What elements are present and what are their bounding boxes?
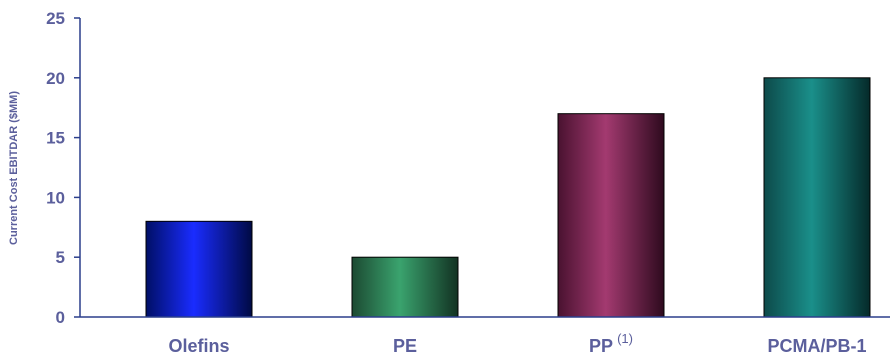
y-axis-title: Current Cost EBITDAR ($MM) (8, 91, 20, 245)
footnote-marker: (1) (617, 331, 633, 346)
bar-pe (351, 256, 459, 318)
y-tick-label: 5 (56, 248, 65, 267)
bar-pp (557, 113, 665, 318)
bar-pcma-pb-1 (763, 77, 871, 318)
bar-olefins (145, 220, 253, 318)
x-category-label: PCMA/PB-1 (767, 336, 866, 356)
x-category-label: PP (1) (589, 331, 633, 356)
y-tick-label: 20 (46, 69, 65, 88)
y-tick-label: 10 (46, 188, 65, 207)
x-category-label: PE (393, 336, 417, 356)
y-tick-label: 15 (46, 129, 65, 148)
y-tick-label: 0 (56, 308, 65, 327)
y-tick-label: 25 (46, 9, 65, 28)
x-category-label: Olefins (168, 336, 229, 356)
